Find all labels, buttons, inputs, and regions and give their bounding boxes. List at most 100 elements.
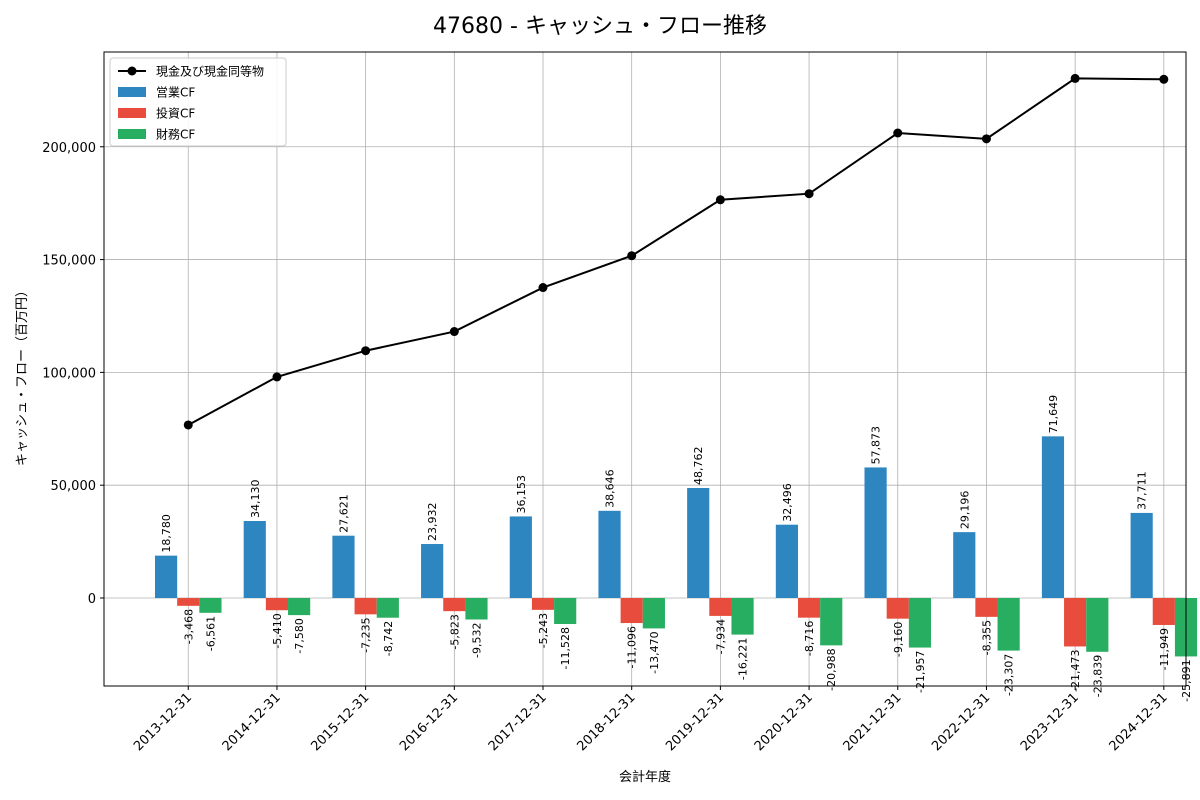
bar-label: 23,932: [426, 503, 439, 542]
bar-label: -7,235: [360, 617, 373, 652]
bar-label: 36,153: [515, 475, 528, 514]
x-tick-label: 2019-12-31: [663, 690, 727, 754]
bar-label: -5,243: [537, 613, 550, 648]
y-tick-label: 100,000: [42, 366, 96, 381]
bar-財務CF-2023-12-31: [1086, 598, 1109, 652]
x-tick-label: 2017-12-31: [486, 690, 550, 754]
bar-label: -21,957: [914, 651, 927, 693]
bar-label: -9,532: [470, 623, 483, 658]
bar-投資CF-2019-12-31: [709, 598, 732, 616]
bar-label: -6,561: [204, 616, 217, 651]
grid-layer: [104, 52, 1186, 686]
bar-営業CF-2016-12-31: [421, 544, 444, 599]
cash-balance-point: [804, 189, 814, 199]
y-axis-label: キャッシュ・フロー（百万円）: [15, 284, 30, 466]
bar-label: -23,307: [1003, 654, 1016, 696]
x-tick-label: 2013-12-31: [131, 690, 195, 754]
legend-label: 投資CF: [156, 106, 195, 121]
bar-label: -8,355: [980, 620, 993, 655]
bar-投資CF-2013-12-31: [177, 598, 200, 606]
bar-label: 29,196: [958, 491, 971, 530]
bar-投資CF-2016-12-31: [443, 598, 466, 612]
bar-label: -8,742: [382, 621, 395, 656]
bar-label: -8,716: [803, 621, 816, 656]
bar-label: -5,410: [271, 613, 284, 648]
bar-財務CF-2014-12-31: [288, 598, 311, 616]
bar-label: -16,221: [737, 638, 750, 680]
cash-balance-point: [1159, 74, 1169, 84]
bar-財務CF-2020-12-31: [820, 598, 843, 646]
legend-swatch: [118, 108, 146, 118]
bar-営業CF-2021-12-31: [864, 467, 887, 599]
bar-label: 37,711: [1136, 471, 1149, 510]
bar-財務CF-2017-12-31: [554, 598, 577, 625]
legend-label: 営業CF: [156, 86, 195, 100]
bar-財務CF-2013-12-31: [199, 598, 222, 613]
bar-投資CF-2021-12-31: [886, 598, 909, 619]
bar-label: -13,470: [648, 631, 661, 673]
bar-営業CF-2019-12-31: [687, 487, 710, 599]
bar-投資CF-2014-12-31: [265, 598, 289, 611]
bar-label: 71,649: [1047, 395, 1060, 434]
bar-営業CF-2013-12-31: [154, 555, 178, 599]
legend-label: 現金及び現金同等物: [156, 64, 264, 79]
bar-label: -7,580: [293, 618, 306, 653]
bar-label: -23,839: [1091, 655, 1104, 697]
bar-label: 34,130: [249, 480, 262, 519]
bar-投資CF-2017-12-31: [531, 598, 555, 610]
bar-label: -21,473: [1069, 649, 1082, 691]
bar-営業CF-2017-12-31: [509, 516, 532, 599]
bar-label: -11,949: [1158, 628, 1171, 670]
bar-営業CF-2014-12-31: [243, 521, 266, 599]
chart-title: 47680 - キャッシュ・フロー推移: [433, 14, 767, 39]
legend-line-marker: [127, 66, 137, 76]
bar-投資CF-2015-12-31: [354, 598, 377, 615]
cash-balance-point: [893, 128, 903, 138]
bar-財務CF-2016-12-31: [465, 598, 488, 620]
legend-label: 財務CF: [156, 127, 195, 142]
x-tick-label: 2015-12-31: [308, 690, 372, 754]
x-tick-label: 2014-12-31: [220, 690, 284, 754]
bar-label: 57,873: [870, 426, 883, 465]
cash-balance-point: [981, 134, 991, 144]
bar-営業CF-2023-12-31: [1041, 436, 1065, 599]
bar-投資CF-2018-12-31: [620, 598, 643, 624]
bar-投資CF-2022-12-31: [975, 598, 998, 617]
bar-label: -11,528: [559, 627, 572, 669]
legend-swatch: [118, 129, 146, 139]
bar-label: 48,762: [692, 446, 705, 485]
bar-財務CF-2022-12-31: [997, 598, 1020, 651]
bar-営業CF-2015-12-31: [332, 535, 355, 599]
bar-財務CF-2021-12-31: [908, 598, 932, 648]
bar-label: -20,988: [825, 648, 838, 690]
y-tick-label: 200,000: [42, 141, 96, 156]
bar-営業CF-2024-12-31: [1130, 512, 1153, 599]
bar-label: 38,646: [604, 469, 617, 508]
bar-label: -5,823: [448, 614, 461, 649]
x-tick-label: 2021-12-31: [841, 690, 905, 754]
bars-layer: 18,780 34,130 27,621 23,932 36,153 38,646 48,7…: [154, 395, 1198, 702]
legend-box: [109, 57, 287, 147]
cash-balance-point: [627, 251, 637, 261]
x-tick-label: 2016-12-31: [397, 690, 461, 754]
bar-label: -9,160: [892, 622, 905, 657]
line-layer: [183, 73, 1169, 430]
bar-label: 18,780: [160, 514, 173, 553]
bar-投資CF-2024-12-31: [1152, 598, 1175, 625]
cash-balance-point: [361, 346, 371, 356]
cash-balance-point: [538, 283, 548, 293]
bar-投資CF-2023-12-31: [1064, 598, 1087, 647]
cash-balance-point: [715, 195, 725, 205]
y-tick-label: 50,000: [51, 479, 97, 494]
x-axis-label: 会計年度: [619, 769, 671, 785]
bar-財務CF-2015-12-31: [376, 598, 399, 618]
y-tick-label: 150,000: [42, 254, 96, 269]
cash-balance-point: [183, 420, 193, 430]
cash-balance-point: [272, 372, 282, 382]
bar-label: 27,621: [337, 494, 350, 533]
y-tick-label: 0: [88, 592, 96, 607]
x-tick-label: 2024-12-31: [1107, 690, 1171, 754]
legend-swatch: [118, 87, 146, 97]
